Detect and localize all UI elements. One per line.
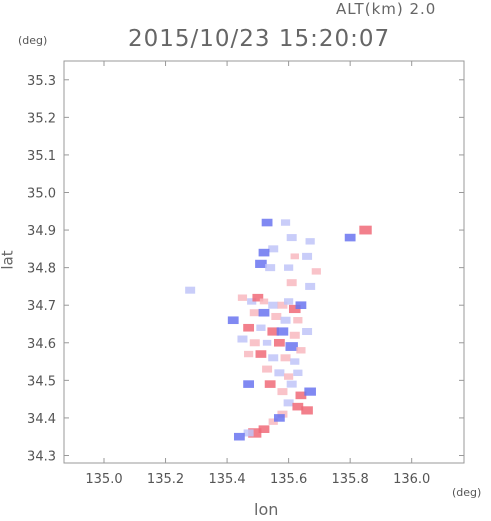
echo-cell	[284, 373, 294, 380]
echo-cell	[359, 225, 372, 235]
echo-cell	[248, 428, 262, 438]
echo-cell	[285, 342, 298, 351]
echo-cell	[185, 286, 196, 294]
y-axis-unit: (deg)	[18, 34, 48, 47]
echo-cell	[293, 317, 303, 324]
echo-cell	[280, 316, 291, 324]
echo-cell	[249, 339, 260, 347]
echo-cell	[289, 331, 300, 339]
echo-cell	[280, 219, 291, 226]
echo-cell	[277, 388, 288, 396]
echo-cell	[243, 380, 255, 388]
echo-cell	[286, 279, 297, 287]
echo-cell	[295, 391, 307, 400]
y-tick-label: 34.4	[27, 412, 56, 427]
x-tick-label: 135.6	[270, 472, 307, 487]
echo-cell	[304, 387, 316, 396]
echo-cell	[268, 245, 279, 253]
echo-cell	[305, 238, 315, 245]
echo-cell	[286, 234, 297, 242]
echo-cell	[237, 294, 248, 301]
echo-cell	[302, 328, 313, 336]
echo-cell	[292, 402, 304, 411]
echo-cell	[305, 282, 316, 290]
echo-cell	[252, 293, 264, 302]
echo-cell	[268, 301, 279, 309]
echo-cell	[344, 233, 356, 242]
echo-cell	[284, 264, 294, 271]
echo-cell	[258, 425, 270, 433]
echo-cell	[249, 309, 260, 317]
y-tick-label: 34.8	[27, 262, 56, 277]
echo-cell	[243, 429, 254, 437]
echo-cell	[284, 298, 294, 305]
echo-cell	[286, 380, 297, 388]
y-tick-label: 35.0	[27, 186, 56, 201]
y-tick-label: 34.9	[27, 224, 56, 239]
echo-cell	[296, 347, 306, 354]
echo-cell	[262, 365, 273, 373]
echo-cell	[255, 350, 267, 358]
echo-cell	[271, 312, 282, 320]
echo-cell	[276, 327, 289, 336]
x-tick-label: 136.0	[393, 472, 430, 487]
axis-ticks-layer: 135.0 135.2 135.4 135.6 135.8 136.0 34.3 34.4 34…	[27, 61, 464, 487]
echo-cell	[255, 259, 267, 268]
echo-cell	[293, 369, 303, 377]
y-tick-label: 35.1	[27, 149, 56, 164]
echo-cell	[283, 399, 294, 407]
echo-cell	[259, 298, 269, 305]
y-tick-label: 34.7	[27, 299, 56, 314]
y-tick-label: 35.3	[27, 74, 56, 89]
y-tick-label: 34.3	[27, 449, 56, 464]
altitude-label: ALT(km) 2.0	[336, 0, 437, 18]
x-tick-label: 135.0	[85, 472, 122, 487]
x-tick-label: 135.8	[332, 472, 369, 487]
echo-cell	[290, 358, 300, 365]
x-axis-unit: (deg)	[452, 486, 482, 499]
echo-cell	[258, 308, 270, 317]
echo-cell	[290, 253, 299, 260]
plot-frame	[63, 60, 465, 464]
echo-cell	[277, 301, 288, 309]
echo-cell	[262, 339, 272, 346]
echo-cell	[268, 418, 278, 425]
echo-cell	[273, 338, 285, 347]
echo-cell	[237, 335, 248, 343]
echo-cell	[261, 218, 273, 227]
echo-cell	[301, 406, 313, 415]
echo-cell	[288, 304, 301, 314]
echo-cell	[247, 298, 257, 305]
echo-cell	[274, 369, 285, 377]
x-tick-label: 135.4	[208, 472, 245, 487]
echo-cell	[244, 350, 254, 358]
timestamp-title: 2015/10/23 15:20:07	[128, 26, 391, 52]
x-tick-label: 135.2	[147, 472, 184, 487]
x-axis-title: lon	[254, 500, 279, 519]
echo-cell	[267, 327, 280, 336]
echo-cell	[264, 380, 276, 388]
echo-cell	[258, 248, 270, 257]
echo-cell	[273, 414, 285, 422]
y-tick-label: 34.6	[27, 337, 56, 352]
echo-cell	[311, 268, 321, 275]
echo-cell	[256, 324, 266, 331]
echo-cells-layer	[185, 218, 372, 441]
echo-cell	[265, 264, 276, 272]
echo-cell	[302, 252, 313, 260]
echo-cell	[295, 301, 307, 310]
y-tick-label: 35.2	[27, 111, 56, 126]
echo-cell	[243, 323, 255, 332]
echo-cell	[280, 354, 291, 362]
y-tick-label: 34.5	[27, 374, 56, 389]
echo-cell	[233, 432, 245, 441]
echo-cell	[268, 354, 279, 362]
echo-cell	[227, 316, 239, 325]
